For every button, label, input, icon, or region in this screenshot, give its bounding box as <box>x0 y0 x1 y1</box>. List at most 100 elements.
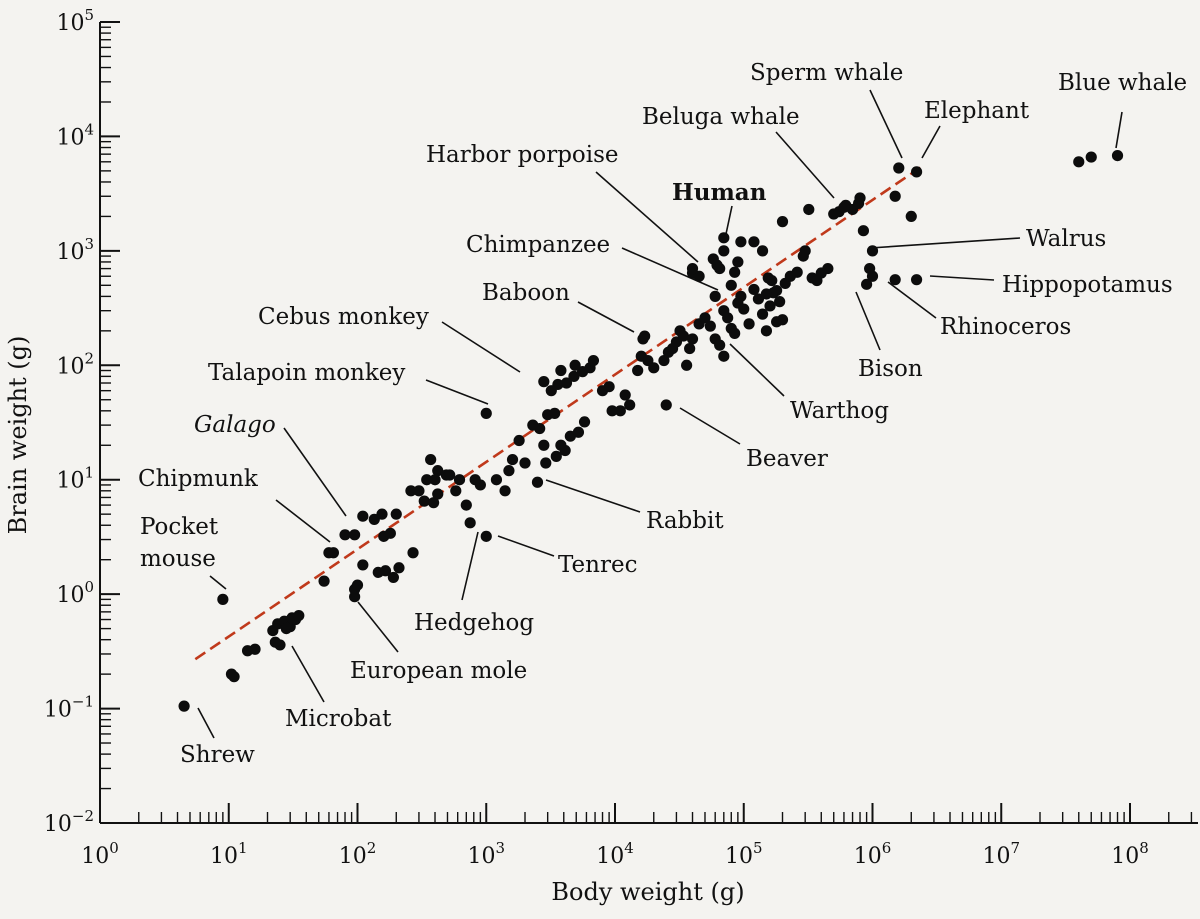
y-tick-label: 105 <box>56 6 94 36</box>
data-point <box>469 474 481 486</box>
labeled-data-point <box>464 517 476 529</box>
data-point <box>280 622 292 635</box>
label-european-mole: European mole <box>350 658 527 684</box>
data-point <box>732 256 744 268</box>
data-point <box>460 499 472 511</box>
data-point <box>427 497 440 509</box>
tick-labels: 10−2 10−1 100 101 102 103 104 105 100 101 102 103 10… <box>44 6 1149 869</box>
data-point <box>503 465 515 477</box>
label-blue-whale: Blue whale <box>1058 70 1187 96</box>
labeled-data-point <box>178 700 190 712</box>
labeled-data-point <box>323 547 335 559</box>
x-tick-label: 105 <box>725 839 763 869</box>
data-point <box>499 485 511 497</box>
x-tick-label: 104 <box>596 839 634 869</box>
x-tick-label: 100 <box>81 839 119 869</box>
label-galago: Galago <box>194 412 276 438</box>
data-point <box>513 434 525 447</box>
data-point <box>681 359 693 371</box>
data-point <box>587 354 600 367</box>
leader-line <box>725 205 733 235</box>
data-point <box>1085 151 1097 163</box>
data-point <box>372 566 384 578</box>
data-point <box>425 453 437 466</box>
data-point <box>776 216 789 228</box>
label-tenrec: Tenrec <box>558 552 637 578</box>
data-point <box>756 308 769 320</box>
data-point <box>318 575 330 587</box>
data-point <box>743 318 755 330</box>
data-point <box>357 510 369 522</box>
labeled-data-point <box>866 245 879 257</box>
labeled-data-point <box>1111 149 1124 162</box>
data-point <box>714 339 726 351</box>
labeled-data-point <box>660 399 672 411</box>
data-point <box>693 270 705 282</box>
label-human: Human <box>672 179 767 206</box>
leader-line <box>929 275 995 281</box>
data-point <box>677 330 690 342</box>
data-point <box>429 474 441 486</box>
label-pocket-mouse: Pocket mouse <box>140 514 219 572</box>
labeled-data-point <box>480 530 492 542</box>
axes <box>99 22 1198 824</box>
leader-line <box>209 575 227 590</box>
data-point <box>866 270 879 282</box>
x-tick-label: 103 <box>467 839 505 869</box>
labeled-data-point <box>861 278 873 290</box>
data-point <box>658 354 670 367</box>
x-tick-label: 101 <box>210 839 248 869</box>
data-point <box>764 300 776 312</box>
leader-line <box>545 479 641 513</box>
labeled-data-point <box>686 262 699 275</box>
labeled-data-point <box>893 162 905 174</box>
leader-line <box>855 291 881 351</box>
data-point <box>699 312 711 324</box>
data-point <box>614 405 626 417</box>
y-tick-label: 100 <box>56 578 94 608</box>
label-shrew: Shrew <box>180 742 255 768</box>
leader-line <box>921 125 941 159</box>
data-point <box>752 293 765 305</box>
data-point <box>376 508 388 520</box>
data-point <box>432 465 444 477</box>
labeled-data-point <box>718 350 730 362</box>
data-point <box>225 668 238 680</box>
data-point <box>393 562 405 574</box>
data-point <box>357 559 369 571</box>
labeled-data-point <box>709 290 721 302</box>
data-point <box>684 342 696 355</box>
data-point <box>632 364 644 377</box>
y-tick-label: 102 <box>56 349 94 379</box>
labeled-data-point <box>538 376 550 388</box>
data-point <box>714 262 726 275</box>
data-point <box>540 457 552 469</box>
label-beluga-whale: Beluga whale <box>642 104 800 130</box>
data-point <box>569 359 581 371</box>
data-point <box>407 547 419 559</box>
data-point <box>1073 156 1085 168</box>
data-point <box>748 236 760 248</box>
labeled-data-point <box>910 166 923 178</box>
leader-line <box>595 171 699 263</box>
leader-line <box>679 407 741 445</box>
axis-ticks <box>99 21 1193 824</box>
leader-line <box>275 499 331 543</box>
data-point <box>555 364 567 377</box>
data-point <box>799 245 811 257</box>
label-leader-lines <box>197 89 1123 739</box>
x-tick-label: 102 <box>339 839 377 869</box>
data-point <box>560 377 573 389</box>
label-baboon: Baboon <box>482 280 570 306</box>
leader-line <box>291 645 325 703</box>
data-point <box>568 370 580 382</box>
leader-line <box>197 707 215 739</box>
labeled-data-point <box>349 529 361 541</box>
x-tick-label: 108 <box>1111 839 1149 869</box>
data-points <box>178 149 1124 712</box>
data-point <box>293 609 305 622</box>
y-tick-label: 10−2 <box>44 807 94 837</box>
y-tick-label: 104 <box>56 120 94 150</box>
data-point <box>549 407 561 419</box>
data-point <box>686 333 699 345</box>
